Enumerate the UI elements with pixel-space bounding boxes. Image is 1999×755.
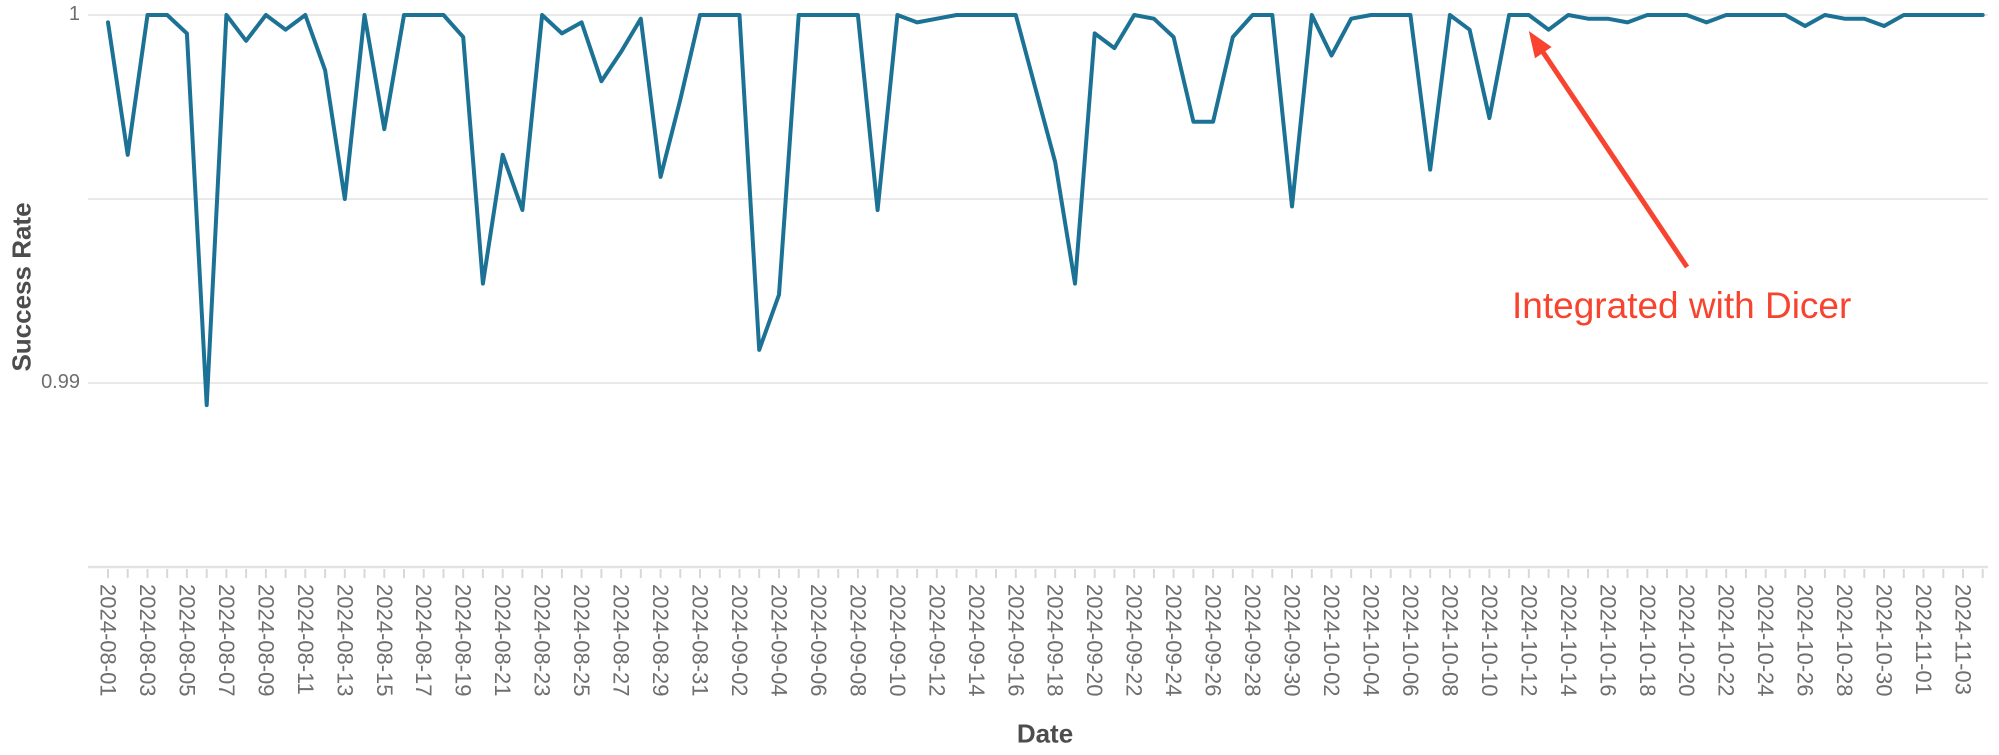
x-tick-label: 2024-09-20 [1082,584,1107,697]
x-tick-label: 2024-10-02 [1319,584,1344,697]
x-tick-label: 2024-08-07 [214,584,239,697]
x-tick-label: 2024-10-24 [1753,584,1778,697]
x-tick-label: 2024-08-03 [135,584,160,697]
x-tick-label: 2024-10-10 [1477,584,1502,697]
x-tick-label: 2024-10-06 [1398,584,1423,697]
x-tick-label: 2024-11-03 [1951,584,1976,695]
x-tick-label: 2024-08-15 [372,584,397,697]
x-tick-label: 2024-09-06 [806,584,831,697]
x-tick-label: 2024-08-27 [609,584,634,697]
x-tick-label: 2024-09-22 [1122,584,1147,697]
success-rate-line [106,13,1985,408]
x-tick-label: 2024-10-22 [1714,584,1739,697]
x-tick-label: 2024-09-24 [1161,584,1186,697]
x-tick-label: 2024-10-04 [1359,584,1384,697]
x-tick-label: 2024-08-05 [174,584,199,697]
x-tick-label: 2024-09-28 [1240,584,1265,697]
x-tick-label: 2024-09-26 [1201,584,1226,697]
x-tick-label: 2024-08-19 [451,584,476,697]
x-tick-label: 2024-10-12 [1516,584,1541,697]
x-axis-title: Date [1016,718,1074,749]
x-tick-label: 2024-10-30 [1872,584,1897,697]
x-tick-label: 2024-09-30 [1280,584,1305,697]
x-tick-label: 2024-08-31 [688,584,713,697]
x-tick-label: 2024-08-13 [332,584,357,697]
annotation-text: Integrated with Dicer [1512,285,1852,326]
x-tick-label: 2024-09-04 [767,584,792,697]
x-tick-label: 2024-10-18 [1635,584,1660,697]
x-tick-label: 2024-10-20 [1674,584,1699,697]
x-tick-label: 2024-08-01 [96,584,121,697]
x-tick-label: 2024-10-26 [1793,584,1818,697]
x-tick-label: 2024-09-02 [727,584,752,697]
x-tick-label: 2024-10-14 [1556,584,1581,697]
y-tick-label-0-99: 0.99 [41,371,80,393]
y-axis-title: Success Rate [6,202,37,372]
x-tick-label: 2024-09-18 [1043,584,1068,697]
x-tick-label: 2024-08-23 [530,584,555,697]
x-tick-label: 2024-10-16 [1595,584,1620,697]
x-tick-label: 2024-09-14 [964,584,989,697]
x-tick-label: 2024-08-25 [569,584,594,697]
x-tick-label: 2024-10-08 [1437,584,1462,697]
x-tick-label: 2024-09-16 [1003,584,1028,697]
x-tick-label: 2024-09-12 [924,584,949,697]
annotation-arrow-shaft [1537,46,1690,269]
x-tick-label: 2024-09-08 [845,584,870,697]
x-tick-label: 2024-09-10 [885,584,910,697]
x-tick-label: 2024-08-09 [253,584,278,697]
annotation-arrow-head [1528,31,1552,59]
y-tick-label-1: 1 [68,3,80,25]
x-tick-label: 2024-08-29 [648,584,673,697]
x-tick-label: 2024-08-21 [490,584,515,697]
x-tick-label: 2024-11-01 [1911,584,1936,695]
x-tick-label: 2024-08-11 [293,584,318,695]
x-tick-label: 2024-10-28 [1832,584,1857,697]
x-tick-label: 2024-08-17 [411,584,436,697]
